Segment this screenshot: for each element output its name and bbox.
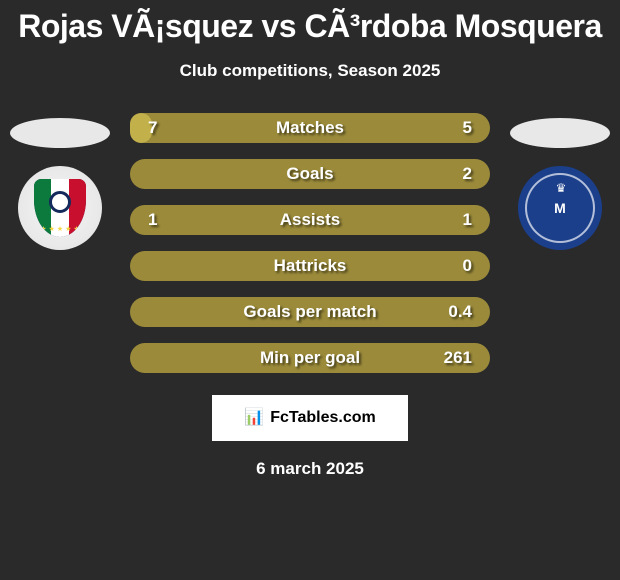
stat-label: Matches [276, 118, 344, 138]
stat-value-right: 2 [463, 164, 472, 184]
stars-icon: ★★★★★ [40, 225, 79, 233]
stat-label: Goals [286, 164, 333, 184]
stat-pill: Goals 2 [130, 159, 490, 189]
stat-label: Min per goal [260, 348, 360, 368]
left-player-crest: ★★★★★ [18, 166, 102, 250]
stat-pill: 1 Assists 1 [130, 205, 490, 235]
stat-value-right: 5 [463, 118, 472, 138]
attribution-text: FcTables.com [270, 409, 376, 427]
right-player-crest: ♛ M [518, 166, 602, 250]
stat-value-right: 1 [463, 210, 472, 230]
stat-value-left: 1 [148, 210, 157, 230]
right-player-column: ♛ M [510, 113, 610, 250]
stat-value-right: 0 [463, 256, 472, 276]
stats-column: 7 Matches 5 Goals 2 1 Assists 1 Hattricks 0 Goals … [130, 113, 490, 373]
stat-label: Assists [280, 210, 340, 230]
stat-pill: Min per goal 261 [130, 343, 490, 373]
stat-pill: Hattricks 0 [130, 251, 490, 281]
stat-value-left: 7 [148, 118, 157, 138]
stat-value-right: 261 [444, 348, 472, 368]
inner-ring: ♛ M [525, 173, 595, 243]
right-player-shadow [510, 118, 610, 148]
crest-circle: ♛ M [518, 166, 602, 250]
stat-label: Hattricks [274, 256, 347, 276]
page-title: Rojas VÃ¡squez vs CÃ³rdoba Mosquera [0, 8, 620, 45]
shield-icon: ★★★★★ [34, 179, 86, 237]
stat-label: Goals per match [243, 302, 376, 322]
attribution-badge: 📊 FcTables.com [212, 395, 408, 441]
season-subtitle: Club competitions, Season 2025 [0, 61, 620, 81]
comparison-body: ★★★★★ 7 Matches 5 Goals 2 1 Assists 1 Hattricks 0… [0, 113, 620, 373]
left-player-shadow [10, 118, 110, 148]
figure-icon: ♛ [556, 181, 565, 195]
stat-pill: Goals per match 0.4 [130, 297, 490, 327]
crest-circle: ★★★★★ [18, 166, 102, 250]
left-player-column: ★★★★★ [10, 113, 110, 250]
bar-chart-icon: 📊 [244, 410, 264, 426]
comparison-card: Rojas VÃ¡squez vs CÃ³rdoba Mosquera Club… [0, 0, 620, 580]
stat-value-right: 0.4 [448, 302, 472, 322]
crest-letter: M [554, 200, 566, 216]
comparison-date: 6 march 2025 [0, 459, 620, 479]
stat-pill: 7 Matches 5 [130, 113, 490, 143]
